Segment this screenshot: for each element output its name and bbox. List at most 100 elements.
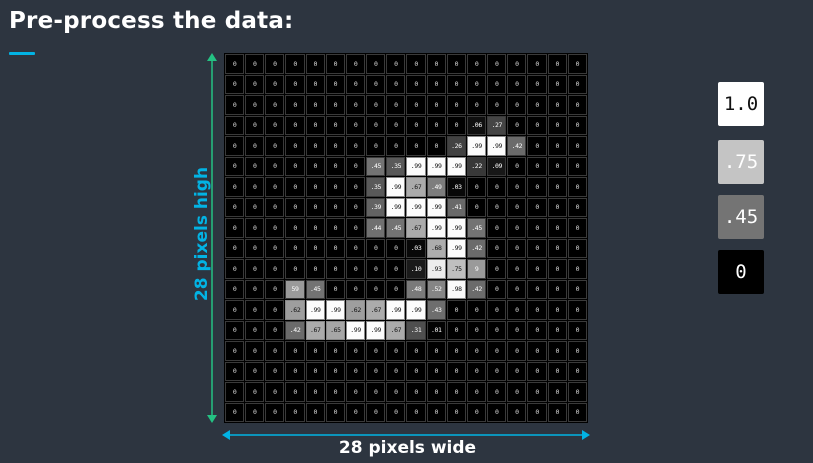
pixel-cell: 0 [487, 341, 507, 361]
pixel-cell: 0 [487, 238, 507, 258]
pixel-cell: 0 [225, 320, 245, 340]
pixel-cell: 0 [567, 74, 587, 94]
title-underline [9, 52, 35, 55]
pixel-cell: 0 [446, 95, 466, 115]
pixel-cell: 0 [507, 300, 527, 320]
pixel-cell: 0 [527, 279, 547, 299]
pixel-cell: 0 [265, 95, 285, 115]
pixel-cell: 0 [507, 74, 527, 94]
pixel-cell: 0 [567, 54, 587, 74]
pixel-cell: 0 [245, 156, 265, 176]
pixel-cell: 0 [245, 218, 265, 238]
pixel-cell: 0 [265, 279, 285, 299]
pixel-cell: 0 [487, 95, 507, 115]
pixel-cell: .42 [285, 320, 305, 340]
pixel-cell: 0 [527, 259, 547, 279]
pixel-cell: 0 [466, 320, 487, 340]
pixel-cell: 0 [567, 279, 587, 299]
pixel-cell: 0 [446, 320, 466, 340]
pixel-cell: .75 [446, 259, 466, 279]
pixel-cell: .99 [487, 136, 507, 156]
pixel-cell: 0 [507, 320, 527, 340]
pixel-cell: 0 [487, 54, 507, 74]
pixel-cell: 0 [285, 382, 305, 402]
pixel-cell: .26 [446, 136, 466, 156]
pixel-cell: 0 [547, 320, 567, 340]
pixel-cell: .67 [406, 218, 426, 238]
pixel-cell: 0 [325, 341, 345, 361]
pixel-cell: .93 [426, 259, 446, 279]
pixel-cell: 0 [265, 402, 285, 422]
pixel-cell: 0 [345, 74, 366, 94]
pixel-cell: 0 [406, 341, 426, 361]
pixel-cell: 0 [547, 136, 567, 156]
pixel-cell: .03 [406, 238, 426, 258]
pixel-cell: 0 [265, 136, 285, 156]
pixel-cell: 0 [547, 402, 567, 422]
pixel-cell: 0 [426, 402, 446, 422]
pixel-cell: .99 [406, 156, 426, 176]
pixel-cell: 0 [547, 341, 567, 361]
pixel-cell: 0 [527, 74, 547, 94]
pixel-cell: 0 [507, 177, 527, 197]
pixel-cell: 0 [225, 238, 245, 258]
pixel-cell: 0 [285, 95, 305, 115]
pixel-cell: 0 [547, 238, 567, 258]
pixel-cell: .99 [305, 300, 325, 320]
pixel-cell: 0 [225, 300, 245, 320]
pixel-cell: 0 [285, 238, 305, 258]
pixel-cell: 0 [305, 54, 325, 74]
pixel-cell: .99 [325, 300, 345, 320]
pixel-cell: .42 [507, 136, 527, 156]
pixel-cell: 0 [547, 361, 567, 381]
pixel-cell: .99 [426, 156, 446, 176]
pixel-cell: 0 [386, 95, 406, 115]
pixel-cell: 0 [345, 279, 366, 299]
pixel-cell: 0 [325, 136, 345, 156]
pixel-cell: 0 [487, 320, 507, 340]
pixel-cell: 0 [567, 300, 587, 320]
pixel-cell: .10 [406, 259, 426, 279]
pixel-cell: 0 [325, 197, 345, 217]
pixel-cell: 0 [507, 382, 527, 402]
pixel-cell: 0 [527, 341, 547, 361]
pixel-cell: 0 [547, 279, 567, 299]
pixel-cell: 0 [285, 402, 305, 422]
pixel-cell: 0 [265, 382, 285, 402]
pixel-cell: 0 [225, 382, 245, 402]
pixel-cell: 0 [527, 238, 547, 258]
pixel-cell: 0 [406, 74, 426, 94]
pixel-cell: 0 [245, 341, 265, 361]
pixel-cell: 0 [345, 95, 366, 115]
pixel-cell: 0 [446, 115, 466, 135]
pixel-cell: 0 [245, 238, 265, 258]
pixel-cell: 0 [366, 361, 386, 381]
pixel-cell: 0 [567, 115, 587, 135]
pixel-cell: 0 [386, 74, 406, 94]
pixel-cell: 0 [446, 54, 466, 74]
height-label: 28 pixels high [192, 166, 212, 302]
pixel-cell: .45 [466, 218, 487, 238]
pixel-cell: 0 [406, 382, 426, 402]
pixel-cell: 0 [245, 197, 265, 217]
pixel-cell: 0 [366, 115, 386, 135]
pixel-cell: 0 [406, 136, 426, 156]
pixel-cell: 0 [345, 361, 366, 381]
pixel-cell: 0 [386, 54, 406, 74]
pixel-cell: 0 [366, 341, 386, 361]
pixel-cell: 0 [487, 361, 507, 381]
pixel-cell: 0 [567, 382, 587, 402]
pixel-cell: 0 [487, 300, 507, 320]
pixel-cell: 0 [466, 361, 487, 381]
pixel-cell: 0 [265, 218, 285, 238]
pixel-cell: 0 [245, 279, 265, 299]
legend-swatch: .45 [718, 195, 764, 239]
pixel-cell: 0 [527, 218, 547, 238]
pixel-cell: 0 [466, 95, 487, 115]
pixel-cell: 0 [527, 54, 547, 74]
pixel-cell: 0 [487, 197, 507, 217]
pixel-cell: .41 [446, 197, 466, 217]
pixel-cell: .45 [305, 279, 325, 299]
pixel-cell: 0 [366, 279, 386, 299]
pixel-cell: 0 [487, 279, 507, 299]
